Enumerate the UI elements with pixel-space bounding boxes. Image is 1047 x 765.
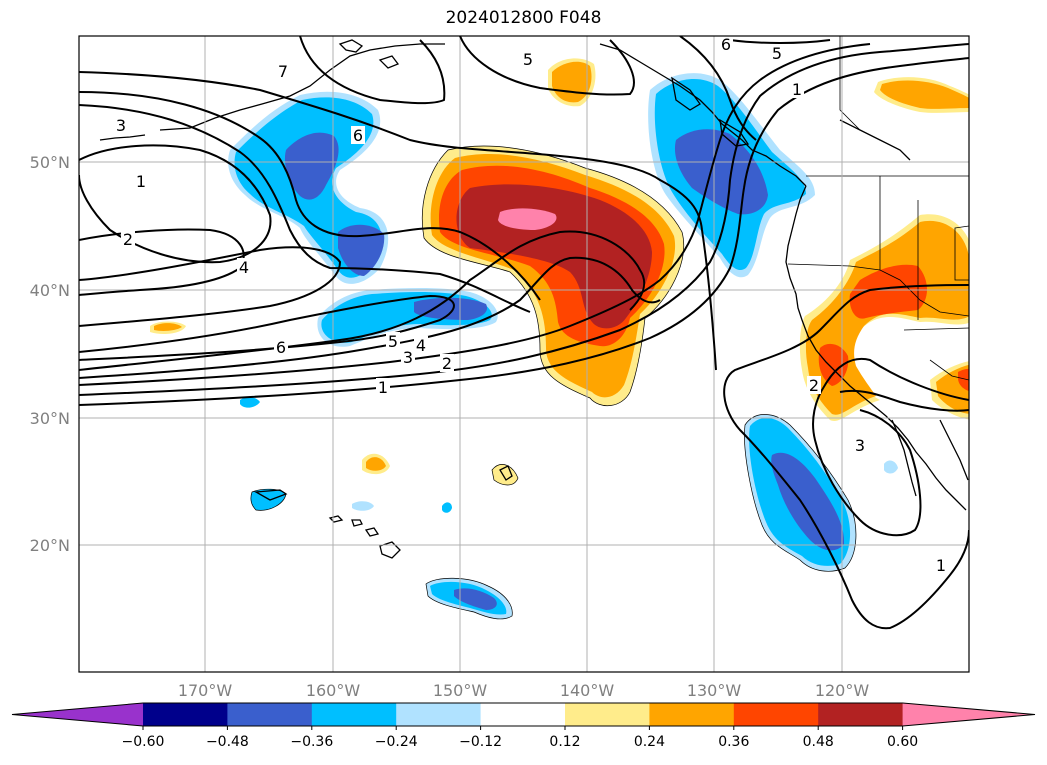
contour-label: 6	[353, 126, 363, 145]
colorbar-tick-label: 0.12	[549, 734, 580, 750]
map-content: 7 3 1 2 4 6 5 4 3 2 1 5 6 5	[79, 35, 969, 672]
lat-label: 20°N	[30, 536, 70, 555]
colorbar: −0.60 −0.48 −0.36 −0.24 −0.12 0.12 0.24 0.36 0.4…	[11, 702, 1036, 750]
contour-label: 3	[855, 436, 865, 455]
colorbar-segment	[396, 703, 482, 726]
colorbar-segment	[649, 703, 735, 726]
anomaly-outlines	[250, 145, 857, 620]
contour-label: 4	[239, 258, 249, 277]
contour-label: 4	[416, 336, 426, 355]
positive-anomaly-small	[150, 58, 898, 513]
lon-label: 150°W	[433, 681, 488, 700]
contour-label: 2	[809, 376, 819, 395]
contour-label: 1	[136, 172, 146, 191]
map-frame	[78, 35, 970, 673]
lon-label: 170°W	[178, 681, 233, 700]
colorbar-extend-min	[12, 703, 143, 726]
contour-label: 2	[123, 230, 133, 249]
political-borders	[787, 36, 969, 381]
contour-label: 3	[116, 116, 126, 135]
map-title: 2024012800 F048	[445, 8, 602, 28]
colorbar-segment	[311, 703, 397, 726]
colorbar-tick-label: −0.36	[290, 734, 333, 750]
contour-label: 1	[378, 378, 388, 397]
colorbar-tick-label: −0.48	[206, 734, 249, 750]
lat-label: 30°N	[30, 409, 70, 428]
contour-label: 5	[388, 332, 398, 351]
positive-anomaly-central	[422, 146, 684, 406]
colorbar-segment	[733, 703, 819, 726]
negative-anomaly-southeast	[744, 414, 856, 572]
colorbar-tick-label: 0.60	[887, 734, 918, 750]
colorbar-tick-label: −0.60	[122, 734, 165, 750]
lon-label: 130°W	[687, 681, 742, 700]
contour-label: 3	[403, 348, 413, 367]
coastlines	[99, 39, 969, 559]
colorbar-tick-label: −0.12	[459, 734, 502, 750]
lon-label: 140°W	[560, 681, 615, 700]
colorbar-tick-label: 0.24	[634, 734, 665, 750]
lat-label: 40°N	[30, 281, 70, 300]
height-contours	[79, 36, 969, 630]
colorbar-extend-max	[902, 703, 1035, 726]
colorbar-segment	[818, 703, 904, 726]
colorbar-tick-label: −0.24	[375, 734, 418, 750]
lat-label: 50°N	[30, 153, 70, 172]
contour-label: 6	[276, 338, 286, 357]
lon-label: 120°W	[815, 681, 870, 700]
longitude-labels: 170°W 160°W 150°W 140°W 130°W 120°W	[178, 681, 870, 700]
colorbar-segment	[480, 703, 566, 726]
colorbar-segment	[227, 703, 313, 726]
contour-label: 6	[721, 35, 731, 54]
contour-label: 1	[936, 556, 946, 575]
contour-label: 1	[792, 80, 802, 99]
colorbar-tick-label: 0.48	[803, 734, 834, 750]
contour-label: 5	[772, 44, 782, 63]
colorbar-segment	[143, 703, 228, 726]
lon-label: 160°W	[306, 681, 361, 700]
colorbar-segment	[565, 703, 650, 726]
contour-label: 5	[523, 50, 533, 69]
latitude-labels: 50°N 40°N 30°N 20°N	[30, 153, 70, 555]
contour-label: 7	[278, 62, 288, 81]
contour-label: 2	[442, 354, 452, 373]
contour-label-group: 7 3 1 2 4 6 5 4 3 2 1 5 6 5	[114, 35, 948, 575]
colorbar-tick-label: 0.36	[718, 734, 749, 750]
